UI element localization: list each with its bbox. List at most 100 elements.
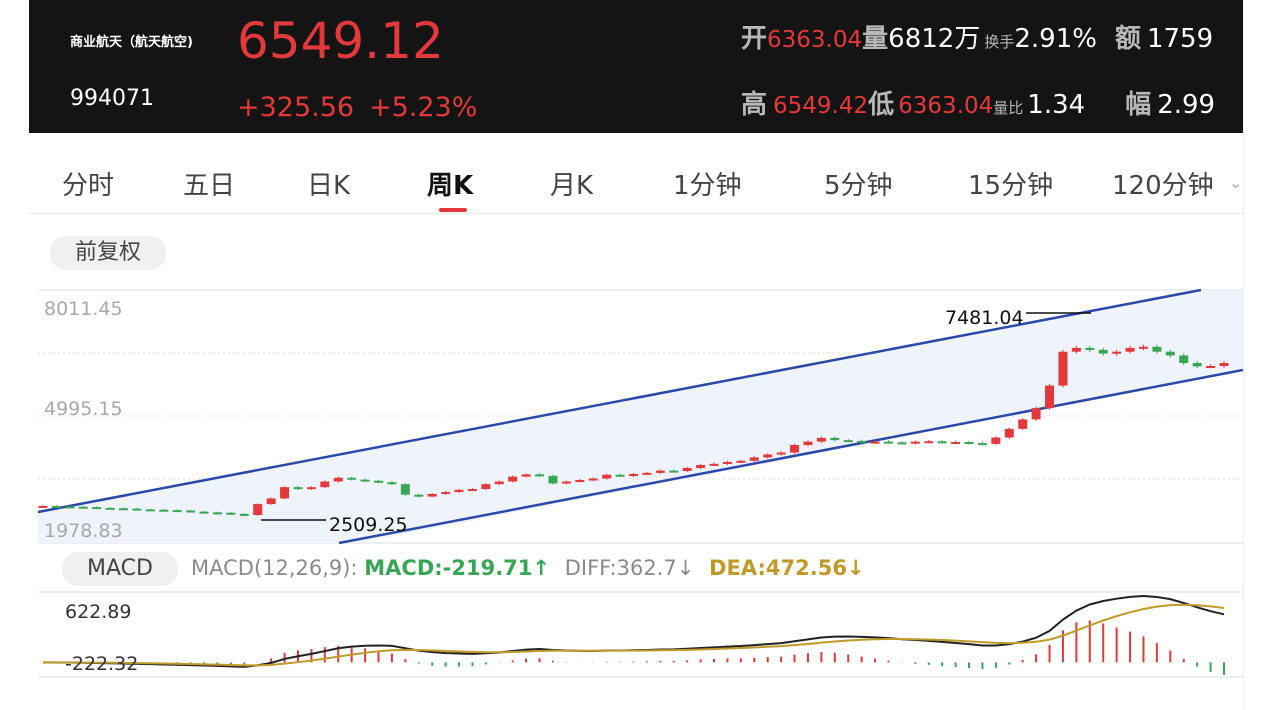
y-axis-label-mid: 4995.15: [44, 398, 123, 420]
candle-body: [414, 494, 424, 497]
tab-five-day[interactable]: 五日: [183, 171, 236, 201]
volume-ratio-value: 1.34: [1027, 90, 1086, 120]
candle-body: [1138, 346, 1148, 349]
candle-body: [239, 513, 249, 516]
candle-body: [669, 470, 679, 473]
candle-body: [1004, 428, 1014, 438]
tab-weekly-k[interactable]: 周K: [427, 171, 474, 201]
candle-body: [1045, 385, 1055, 409]
candle-body: [51, 505, 61, 508]
candle-body: [280, 487, 290, 499]
macd-value: MACD:-219.71↑: [364, 556, 551, 580]
candle-body: [830, 437, 840, 441]
candle-body: [38, 505, 48, 508]
turnover-label: 换手: [984, 33, 1015, 51]
candle-body: [427, 493, 437, 497]
channel-lower-line: [338, 368, 1243, 545]
tab-1min[interactable]: 1分钟: [673, 171, 742, 201]
candle-body: [186, 510, 196, 513]
open-label: 开: [741, 24, 768, 54]
candle-body: [119, 508, 129, 511]
candle-body: [1192, 362, 1202, 367]
candle-body: [655, 470, 665, 473]
candle-body: [602, 474, 612, 479]
current-price: 6549.12: [237, 12, 444, 70]
candle-body: [508, 476, 518, 482]
stock-name: 商业航天（航天航空): [70, 35, 193, 50]
candle-body: [1165, 351, 1175, 356]
chevron-down-icon[interactable]: ⌄: [1229, 173, 1243, 192]
candle-body: [1112, 351, 1122, 354]
amount-value: 1759: [1146, 24, 1214, 54]
tab-15min[interactable]: 15分钟: [968, 171, 1054, 201]
candle-body: [1098, 349, 1108, 354]
candle-body: [145, 509, 155, 512]
candle-body: [776, 452, 786, 455]
candle-body: [212, 512, 222, 515]
candle-body: [347, 477, 357, 480]
candle-body: [387, 482, 397, 485]
candle-body: [1125, 347, 1135, 352]
left-margin: [0, 0, 29, 710]
macd-y-label-bottom: -222.32: [65, 653, 138, 675]
kline-chart[interactable]: 8011.45 4995.15 1978.83 7481.04 2509.25: [29, 280, 1243, 700]
candle-body: [910, 441, 920, 444]
candle-body: [374, 480, 384, 483]
tab-5min[interactable]: 5分钟: [824, 171, 893, 201]
candle-body: [199, 511, 209, 514]
tab-daily-k[interactable]: 日K: [307, 171, 351, 201]
volume-value: 6812万: [888, 24, 981, 54]
tab-intraday[interactable]: 分时: [62, 171, 115, 201]
tab-120min[interactable]: 120分钟: [1112, 171, 1214, 201]
candle-body: [991, 437, 1001, 444]
candle-body: [266, 498, 276, 505]
amplitude-label: 幅: [1125, 90, 1152, 120]
low-label: 低: [868, 90, 895, 120]
open-value: 6363.04: [767, 27, 863, 53]
tab-monthly-k[interactable]: 月K: [550, 171, 594, 201]
price-change-percent: +5.23%: [369, 92, 478, 123]
active-tab-indicator: [439, 208, 467, 212]
stats-row-2: 高 6549.42 低 6363.04 量比 1.34 幅 2.99: [741, 84, 1215, 121]
candle-body: [977, 443, 987, 446]
stock-code: 994071: [70, 86, 154, 111]
candle-body: [172, 510, 182, 513]
candle-body: [803, 441, 813, 446]
high-value: 6549.42: [773, 93, 869, 119]
candle-body: [105, 507, 115, 510]
candle-body: [1179, 355, 1189, 363]
candle-body: [883, 441, 893, 444]
candle-body: [132, 508, 142, 511]
candle-body: [360, 479, 370, 482]
candle-body: [1071, 347, 1081, 352]
candle-body: [561, 481, 571, 484]
macd-indicator-button[interactable]: MACD: [62, 552, 178, 586]
macd-params: MACD(12,26,9):: [191, 556, 358, 580]
channel-upper-line: [37, 288, 1202, 514]
candle-body: [441, 492, 451, 495]
candle-body: [749, 457, 759, 461]
price-change: +325.56: [237, 92, 355, 123]
candle-body: [454, 489, 464, 493]
volume-label: 量: [862, 24, 889, 54]
candlestick-series: [38, 344, 1229, 516]
candle-body: [535, 474, 545, 477]
stock-app: 商业航天（航天航空) 994071 6549.12 +325.56 +5.23%…: [29, 0, 1243, 710]
candle-body: [159, 509, 169, 512]
candle-body: [400, 484, 410, 495]
macd-y-label-top: 622.89: [65, 601, 131, 623]
amplitude-value: 2.99: [1157, 90, 1216, 120]
candle-body: [816, 437, 826, 442]
candle-body: [65, 506, 75, 509]
candle-body: [951, 442, 961, 445]
candle-body: [548, 475, 558, 484]
dea-value: DEA:472.56↓: [709, 556, 865, 580]
high-annotation: 7481.04: [945, 307, 1024, 329]
candle-body: [790, 445, 800, 453]
adjust-button[interactable]: 前复权: [50, 236, 166, 270]
candle-body: [226, 512, 236, 515]
candle-body: [320, 481, 330, 488]
macd-chart: 622.89 -222.32: [38, 591, 1243, 678]
candle-body: [575, 480, 585, 483]
candle-body: [1058, 351, 1068, 386]
